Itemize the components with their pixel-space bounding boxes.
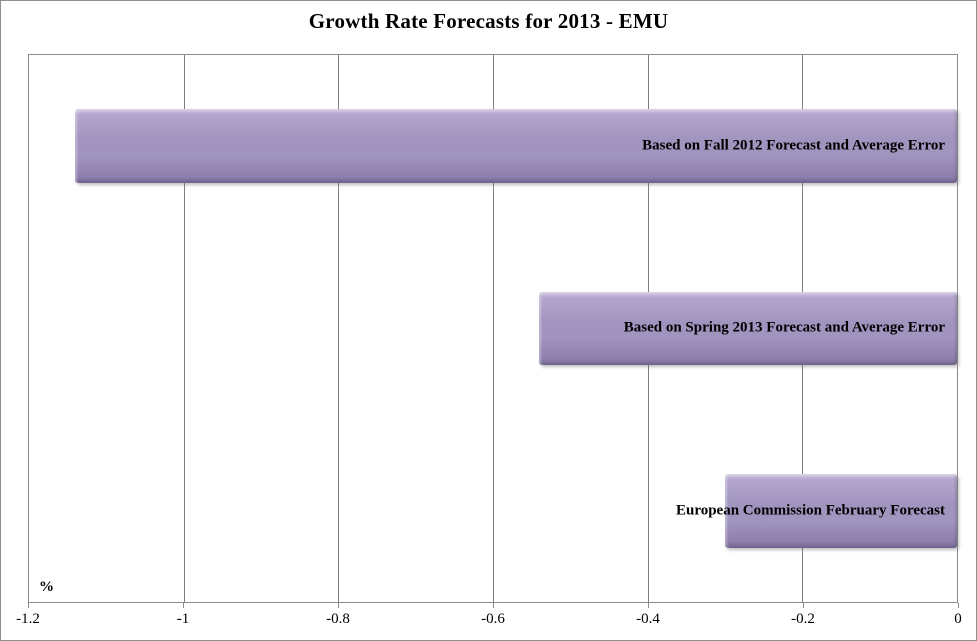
gridline xyxy=(338,55,340,602)
plot-area: % Based on Fall 2012 Forecast and Averag… xyxy=(28,54,958,603)
gridline xyxy=(493,55,494,602)
gridline xyxy=(183,55,185,602)
axis-tick xyxy=(28,603,29,608)
axis-tick-label: -0.2 xyxy=(791,611,815,627)
bar-label: Based on Fall 2012 Forecast and Average … xyxy=(642,137,945,154)
axis-tick-label: -0.4 xyxy=(636,611,660,627)
chart-title: Growth Rate Forecasts for 2013 - EMU xyxy=(308,9,669,33)
bar: Based on Spring 2013 Forecast and Averag… xyxy=(539,291,957,366)
axis-tick xyxy=(803,603,804,608)
axis-tick xyxy=(647,603,649,608)
bar-label: European Commission February Forecast xyxy=(675,502,945,519)
axis-tick xyxy=(182,603,184,608)
axis-tick-label: -1.2 xyxy=(16,611,40,627)
axis-tick-label: 0 xyxy=(954,611,962,627)
axis-unit-label: % xyxy=(39,579,54,595)
bar-label: Based on Spring 2013 Forecast and Averag… xyxy=(623,319,945,336)
axis-tick xyxy=(493,603,494,608)
axis-tick-label: -0.6 xyxy=(481,611,505,627)
bar: European Commission February Forecast xyxy=(676,473,957,548)
x-axis: -1.2 -1 -0.8 -0.6 -0.4 -0.2 0 xyxy=(16,603,962,633)
axis-tick-label: -0.8 xyxy=(326,611,350,627)
axis-tick-label: -1 xyxy=(176,611,190,627)
axis-tick xyxy=(337,603,339,608)
axis-tick xyxy=(958,603,959,608)
bar: Based on Fall 2012 Forecast and Average … xyxy=(75,109,957,184)
